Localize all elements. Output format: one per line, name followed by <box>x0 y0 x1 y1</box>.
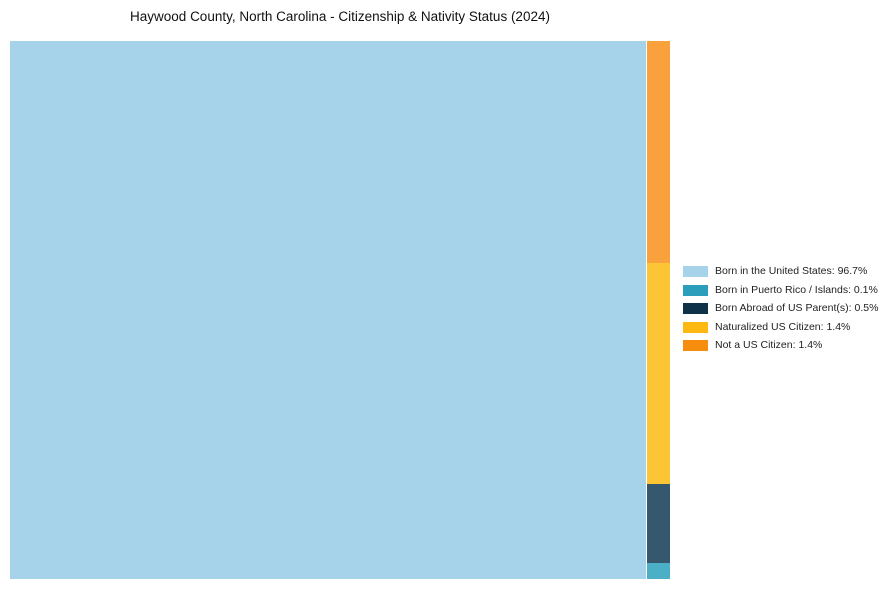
legend-item-born-in-puerto-rico-islands[interactable]: Born in Puerto Rico / Islands: 0.1% <box>683 283 878 296</box>
legend-item-not-a-us-citizen[interactable]: Not a US Citizen: 1.4% <box>683 340 878 351</box>
legend: Born in the United States: 96.7% Born in … <box>683 266 878 351</box>
treemap-tile-not-a-us-citizen[interactable] <box>647 41 670 263</box>
legend-item-born-in-the-united-states[interactable]: Born in the United States: 96.7% <box>683 266 878 277</box>
treemap-tile-born-abroad-of-us-parent-s[interactable] <box>647 484 670 563</box>
chart-title: Haywood County, North Carolina - Citizen… <box>130 9 550 24</box>
treemap-tile-born-in-the-united-states[interactable] <box>10 41 646 579</box>
treemap-plot-area <box>10 41 670 579</box>
treemap-tile-born-in-puerto-rico-islands[interactable] <box>647 563 670 579</box>
legend-label: Naturalized US Citizen: 1.4% <box>715 320 851 333</box>
legend-swatch-icon <box>683 340 708 351</box>
legend-label: Not a US Citizen: 1.4% <box>715 339 823 351</box>
legend-swatch-icon <box>683 284 708 296</box>
legend-label: Born in Puerto Rico / Islands: 0.1% <box>715 283 878 296</box>
legend-swatch-icon <box>683 303 708 314</box>
treemap-tile-naturalized-us-citizen[interactable] <box>647 263 670 484</box>
treemap-minor-column <box>647 41 670 579</box>
legend-label: Born Abroad of US Parent(s): 0.5% <box>715 302 879 314</box>
legend-swatch-icon <box>683 266 708 277</box>
legend-item-born-abroad-of-us-parent-s[interactable]: Born Abroad of US Parent(s): 0.5% <box>683 303 878 314</box>
legend-label: Born in the United States: 96.7% <box>715 265 868 277</box>
legend-item-naturalized-us-citizen[interactable]: Naturalized US Citizen: 1.4% <box>683 320 878 333</box>
legend-swatch-icon <box>683 321 708 333</box>
